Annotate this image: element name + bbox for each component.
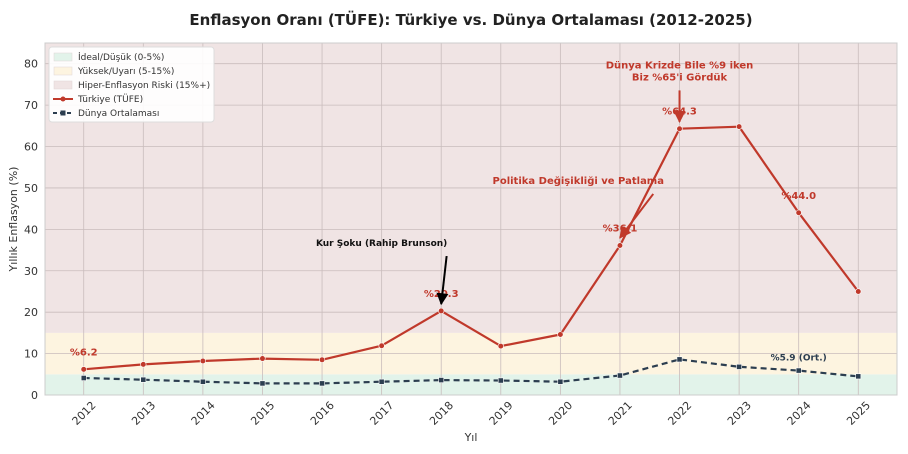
data-point-world <box>557 378 564 385</box>
data-point-world <box>497 377 504 384</box>
legend-swatch-band-0 <box>53 52 73 62</box>
annotation-arrow-0 <box>436 255 449 306</box>
annotation-text-2: Dünya Krizde Bile %9 iken <box>606 60 754 71</box>
x-tick-label: 2025 <box>844 399 873 428</box>
y-tick-label: 0 <box>31 389 38 402</box>
data-point-turkiye <box>795 209 802 216</box>
data-point-world <box>855 373 862 380</box>
annotation-text-0: Kur Şoku (Rahip Brunson) <box>316 239 447 249</box>
legend[interactable]: İdeal/Düşük (0-5%) Yüksek/Uyarı (5-15%) Hi… <box>48 46 215 123</box>
band-0 <box>45 374 897 395</box>
x-tick-label: 2024 <box>785 399 814 428</box>
x-tick-label: 2013 <box>129 399 158 428</box>
y-tick-label: 30 <box>24 265 38 278</box>
x-tick-label: 2012 <box>70 399 99 428</box>
annotations: Kur Şoku (Rahip Brunson) Politika Değişik… <box>316 60 754 306</box>
x-tick-label: 2020 <box>546 399 575 428</box>
legend-swatch-band-2 <box>53 80 73 90</box>
annotation-text-2: Biz %65'i Gördük <box>632 72 728 83</box>
data-point-turkiye <box>557 331 564 338</box>
legend-label-band-1: Yüksek/Uyarı (5-15%) <box>77 67 174 77</box>
data-point-world <box>259 380 266 387</box>
y-tick-label: 70 <box>24 99 38 112</box>
data-point-world <box>378 378 385 385</box>
data-point-turkiye <box>318 356 326 363</box>
point-value-label: %6.2 <box>70 347 98 358</box>
legend-label-band-2: Hiper-Enflasyon Riski (15%+) <box>78 81 210 91</box>
legend-label-band-0: İdeal/Düşük (0-5%) <box>78 52 164 63</box>
data-point-turkiye <box>438 307 445 315</box>
data-point-turkiye <box>199 357 206 365</box>
y-tick-label: 60 <box>24 141 38 154</box>
legend-box <box>48 46 215 123</box>
x-tick-label: 2017 <box>367 399 396 428</box>
grid <box>45 43 897 396</box>
x-tick-label: 2019 <box>487 399 516 428</box>
data-point-world <box>319 380 325 387</box>
point-value-label: %44.0 <box>781 191 816 202</box>
x-tick-label: 2023 <box>725 399 754 428</box>
data-point-turkiye <box>497 343 504 350</box>
data-point-world <box>617 372 623 379</box>
data-point-turkiye <box>140 361 147 368</box>
y-tick-label: 80 <box>24 58 38 71</box>
series-lines <box>80 123 862 387</box>
data-point-world <box>736 363 743 370</box>
data-point-world <box>795 367 802 374</box>
legend-label-series-0: Türkiye (TÜFE) <box>77 94 143 105</box>
data-point-turkiye <box>378 342 385 349</box>
y-axis-label: Yıllık Enflasyon (%) <box>7 167 20 273</box>
data-point-turkiye <box>855 288 862 295</box>
world-average-label: %5.9 (Ort.) <box>771 354 827 364</box>
y-tick-label: 40 <box>24 223 38 236</box>
data-point-world <box>80 375 87 381</box>
legend-label-series-1: Dünya Ortalaması <box>78 109 159 119</box>
x-axis-label: Yıl <box>464 431 478 444</box>
data-point-turkiye <box>676 125 683 132</box>
point-value-label: %36.1 <box>603 224 638 235</box>
x-tick-label: 2022 <box>665 399 694 428</box>
data-point-world <box>676 356 683 363</box>
data-point-turkiye <box>616 242 624 249</box>
annotation-arrow-1 <box>619 193 655 239</box>
data-point-turkiye <box>80 366 87 373</box>
legend-swatch-band-1 <box>53 66 73 76</box>
y-tick-label: 10 <box>24 348 38 361</box>
x-tick-label: 2015 <box>248 399 277 428</box>
data-point-world <box>438 377 445 383</box>
annotation-text-1: Politika Değişikliği ve Patlama <box>493 175 664 187</box>
legend-marker-1 <box>60 110 66 116</box>
plot-frame <box>44 42 898 396</box>
series-line-0 <box>83 125 860 371</box>
chart-title: Enflasyon Oranı (TÜFE): Türkiye vs. Düny… <box>189 10 752 29</box>
data-point-turkiye <box>259 355 266 362</box>
x-tick-label: 2014 <box>189 399 218 428</box>
x-tick-label: 2021 <box>606 399 635 428</box>
x-tick-label: 2018 <box>427 399 456 428</box>
x-tick-label: 2016 <box>308 399 337 428</box>
data-point-turkiye <box>736 123 743 130</box>
y-tick-label: 20 <box>24 306 38 319</box>
y-tick-label: 50 <box>24 182 38 195</box>
legend-marker-0 <box>60 96 66 102</box>
data-point-world <box>140 376 147 383</box>
data-point-world <box>199 378 206 385</box>
